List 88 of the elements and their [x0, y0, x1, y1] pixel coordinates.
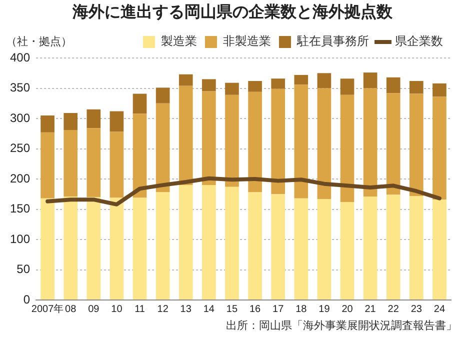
bar: [317, 73, 332, 88]
x-tick-label: 08: [65, 304, 77, 315]
bar: [225, 94, 239, 187]
bar: [386, 194, 400, 300]
y-tick-label: 0: [23, 292, 30, 306]
y-tick-label: 150: [10, 202, 30, 216]
bar: [86, 197, 101, 300]
y-axis-title: （社・拠点）: [6, 34, 72, 49]
bar: [271, 88, 286, 194]
y-tick-label: 350: [10, 80, 30, 95]
bar: [40, 115, 54, 132]
bar: [248, 92, 262, 192]
bar: [340, 202, 354, 300]
y-tick-label: 400: [10, 50, 30, 64]
bar: [340, 78, 354, 95]
legend-label: 製造業: [161, 34, 197, 48]
x-tick-label: 2007年: [31, 302, 64, 315]
bar: [110, 111, 124, 132]
bar: [110, 132, 124, 198]
bar: [271, 78, 286, 89]
bar: [410, 196, 424, 300]
bar: [432, 83, 446, 97]
y-tick-label: 250: [10, 141, 30, 156]
x-tick-label: 15: [226, 304, 238, 315]
x-tick-label: 19: [318, 304, 330, 315]
y-tick-label: 300: [10, 110, 30, 125]
legend-label: 駐在員事務所: [296, 34, 369, 48]
bar: [132, 114, 147, 198]
bar: [294, 84, 308, 198]
bar: [40, 132, 54, 198]
bar: [178, 185, 193, 300]
bar: [40, 198, 54, 300]
bar: [271, 194, 286, 300]
bar: [225, 186, 239, 300]
x-tick-label: 14: [203, 304, 215, 315]
y-tick-label: 100: [10, 232, 30, 246]
legend-label: 非製造業: [223, 34, 271, 48]
bar: [86, 109, 101, 128]
bar: [363, 196, 378, 300]
x-tick-label: 10: [111, 304, 123, 315]
bar: [202, 79, 216, 92]
y-tick-label: 200: [10, 171, 30, 186]
x-tick-label: 21: [364, 304, 376, 315]
x-tick-label: 13: [180, 304, 192, 315]
bar: [248, 192, 262, 300]
bar: [363, 88, 378, 197]
bar: [410, 94, 424, 196]
bar: [386, 77, 400, 94]
bar: [178, 74, 193, 86]
x-tick-label: 16: [249, 304, 262, 315]
y-tick-label: 50: [16, 262, 30, 276]
bar: [202, 185, 216, 300]
bar: [410, 80, 424, 94]
bar: [132, 198, 147, 300]
bar: [64, 196, 78, 300]
bar: [156, 103, 170, 192]
bar: [317, 88, 332, 199]
bar: [64, 113, 78, 130]
bar: [294, 74, 308, 85]
bar: [432, 200, 446, 300]
bar: [386, 93, 400, 195]
x-tick-label: 22: [388, 304, 400, 315]
bar: [363, 72, 378, 88]
bar: [294, 198, 308, 300]
x-tick-label: 11: [134, 304, 146, 315]
bar: [317, 198, 332, 300]
x-tick-label: 20: [342, 304, 354, 315]
bar: [86, 128, 101, 198]
x-tick-label: 17: [272, 304, 284, 315]
bar: [132, 94, 147, 114]
bar: [156, 192, 170, 300]
x-tick-label: 12: [157, 304, 169, 315]
bar: [110, 198, 124, 300]
bar: [156, 88, 170, 104]
bar: [64, 130, 78, 197]
bar: [178, 86, 193, 186]
bar: [340, 94, 354, 202]
x-tick-label: 23: [410, 304, 422, 315]
bar: [432, 96, 446, 200]
x-tick-label: 18: [296, 304, 308, 315]
bar: [248, 80, 262, 92]
bar: [225, 82, 239, 95]
bar: [202, 91, 216, 186]
legend-label: 県企業数: [395, 34, 443, 48]
x-tick-label: 09: [88, 304, 100, 315]
text: 出所：岡山県「海外事業展開状況調査報告書」: [226, 318, 457, 333]
x-tick-label: 24: [434, 304, 446, 315]
chart-title: 海外に進出する岡山県の企業数と海外拠点数: [72, 2, 394, 23]
